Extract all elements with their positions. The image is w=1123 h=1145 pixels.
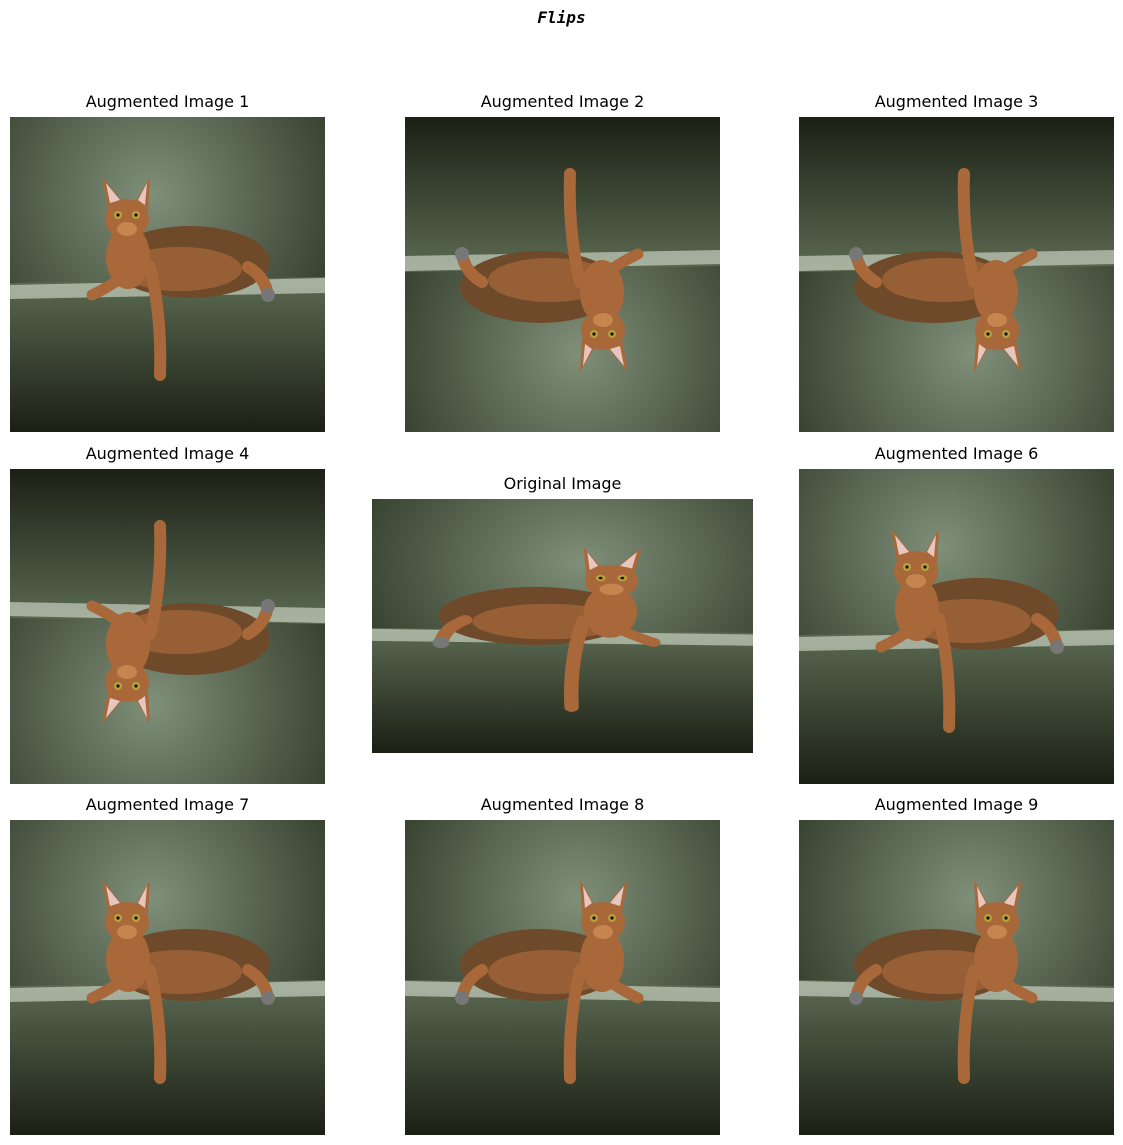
panel-augmented-8: Augmented Image 8 (405, 795, 720, 1135)
cat-photo (405, 820, 720, 1135)
sofa (10, 277, 325, 432)
sofa (10, 980, 325, 1135)
cat-photo (405, 117, 720, 432)
panel-augmented-9: Augmented Image 9 (799, 795, 1114, 1135)
panel-original: Original Image (372, 474, 753, 754)
cat (455, 880, 644, 1084)
panel-augmented-7: Augmented Image 7 (10, 795, 325, 1135)
panel-title: Augmented Image 6 (874, 444, 1039, 463)
panel-title: Augmented Image 9 (874, 795, 1039, 814)
panel-augmented-4: Augmented Image 4 (10, 444, 325, 784)
panel-title: Augmented Image 3 (874, 92, 1039, 111)
panel-augmented-2: Augmented Image 2 (405, 92, 720, 432)
panel-title: Augmented Image 8 (480, 795, 645, 814)
cat (849, 168, 1038, 372)
panel-title: Augmented Image 2 (480, 92, 645, 111)
sofa (799, 117, 1114, 272)
cat-photo (799, 820, 1114, 1135)
cat (432, 547, 661, 712)
panel-title: Original Image (503, 474, 622, 493)
sofa (799, 629, 1114, 784)
panel-augmented-1: Augmented Image 1 (10, 92, 325, 432)
cat (875, 529, 1064, 733)
sofa (799, 980, 1114, 1135)
panel-title: Augmented Image 1 (85, 92, 250, 111)
cat-photo (799, 117, 1114, 432)
sofa (405, 117, 720, 272)
cat-photo (372, 499, 753, 753)
sofa (405, 980, 720, 1135)
sofa (372, 628, 753, 753)
cat (86, 177, 275, 381)
panel-augmented-6: Augmented Image 6 (799, 444, 1114, 784)
panel-title: Augmented Image 4 (85, 444, 250, 463)
panel-augmented-3: Augmented Image 3 (799, 92, 1114, 432)
cat-photo (10, 117, 325, 432)
cat (849, 880, 1038, 1084)
cat-photo (10, 820, 325, 1135)
cat-photo (799, 469, 1114, 784)
sofa (10, 469, 325, 624)
panel-title: Augmented Image 7 (85, 795, 250, 814)
cat-photo (10, 469, 325, 784)
cat (86, 880, 275, 1084)
figure-title: Flips (537, 8, 586, 27)
cat (455, 168, 644, 372)
cat (86, 520, 275, 724)
